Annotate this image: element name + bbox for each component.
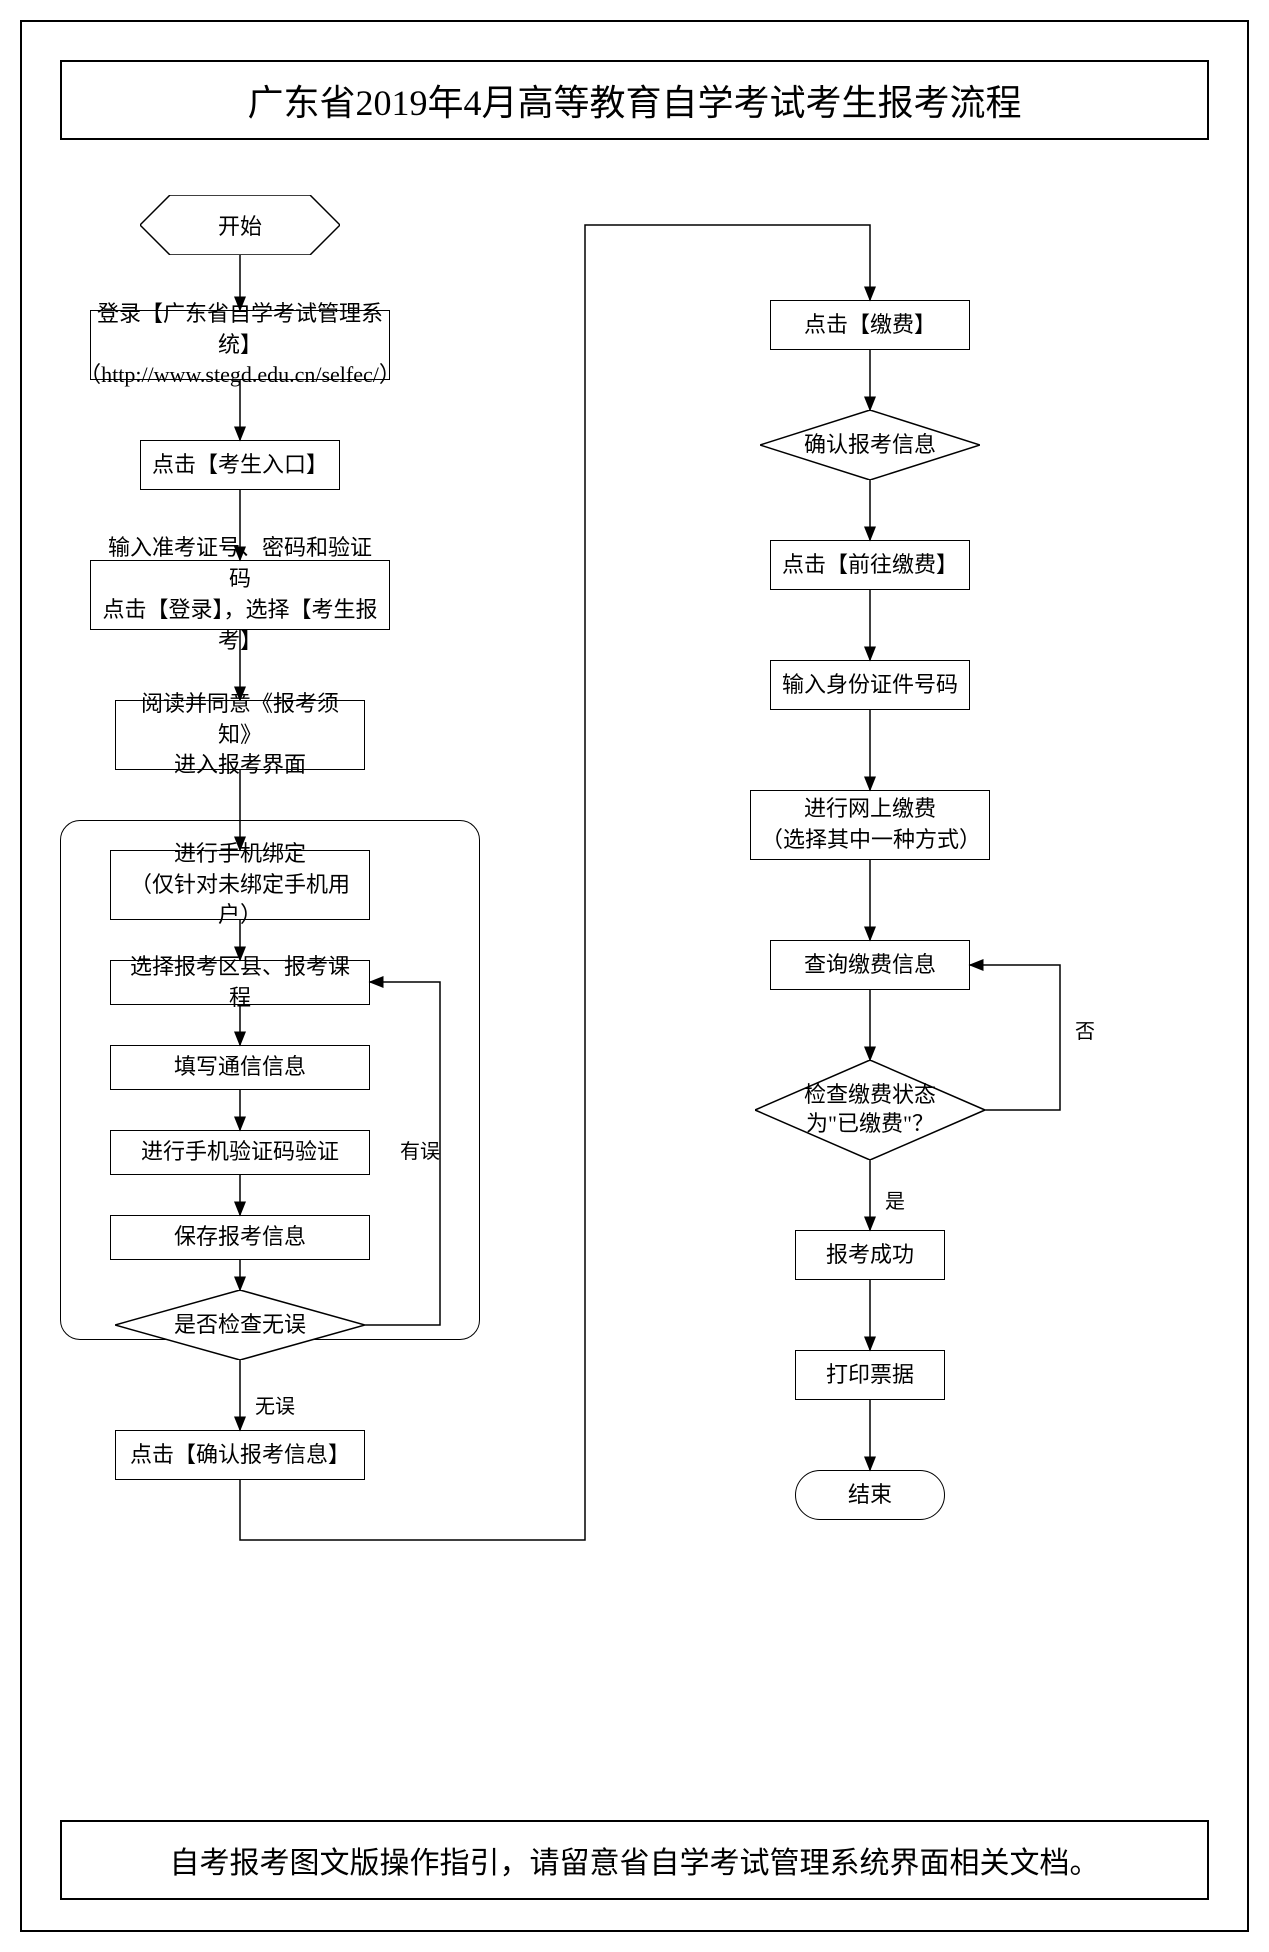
node-fill-contact-label: 填写通信信息 xyxy=(174,1052,306,1083)
node-goto-pay: 点击【前往缴费】 xyxy=(770,540,970,590)
node-print-label: 打印票据 xyxy=(826,1360,914,1391)
node-click-entry: 点击【考生入口】 xyxy=(140,440,340,490)
node-input-id: 输入身份证件号码 xyxy=(770,660,970,710)
node-fill-contact: 填写通信信息 xyxy=(110,1045,370,1090)
node-query-payment: 查询缴费信息 xyxy=(770,940,970,990)
node-confirm-info-label: 点击【确认报考信息】 xyxy=(130,1440,350,1471)
node-save-info: 保存报考信息 xyxy=(110,1215,370,1260)
node-input-id-label: 输入身份证件号码 xyxy=(782,670,958,701)
node-check-correct-label: 是否检查无误 xyxy=(115,1290,365,1360)
edge-label-yes: 是 xyxy=(885,1185,905,1214)
node-click-pay: 点击【缴费】 xyxy=(770,300,970,350)
node-bind-phone: 进行手机绑定（仅针对未绑定手机用户） xyxy=(110,850,370,920)
edge-label-no-error: 无误 xyxy=(255,1390,295,1419)
node-success-label: 报考成功 xyxy=(826,1240,914,1271)
node-input-credentials-label: 输入准考证号、密码和验证码点击【登录】，选择【考生报考】 xyxy=(101,533,379,656)
node-select-courses: 选择报考区县、报考课程 xyxy=(110,960,370,1005)
node-verify-sms-label: 进行手机验证码验证 xyxy=(141,1137,339,1168)
node-online-pay: 进行网上缴费（选择其中一种方式） xyxy=(750,790,990,860)
footer-box: 自考报考图文版操作指引，请留意省自学考试管理系统界面相关文档。 xyxy=(60,1820,1209,1900)
flowchart-page: 广东省2019年4月高等教育自学考试考生报考流程 开始 登录【广东省自学考试管理… xyxy=(0,0,1269,1952)
node-select-courses-label: 选择报考区县、报考课程 xyxy=(121,952,359,1014)
node-success: 报考成功 xyxy=(795,1230,945,1280)
node-confirm-registration-label: 确认报考信息 xyxy=(760,410,980,480)
node-input-credentials: 输入准考证号、密码和验证码点击【登录】，选择【考生报考】 xyxy=(90,560,390,630)
node-check-paid: 检查缴费状态为"已缴费"？ xyxy=(755,1060,985,1160)
node-print: 打印票据 xyxy=(795,1350,945,1400)
node-bind-phone-label: 进行手机绑定（仅针对未绑定手机用户） xyxy=(121,839,359,931)
node-verify-sms: 进行手机验证码验证 xyxy=(110,1130,370,1175)
node-read-notice-label: 阅读并同意《报考须知》进入报考界面 xyxy=(126,689,354,781)
node-check-paid-label: 检查缴费状态为"已缴费"？ xyxy=(755,1060,985,1160)
title-text: 广东省2019年4月高等教育自学考试考生报考流程 xyxy=(247,74,1021,126)
node-end-label: 结束 xyxy=(848,1480,892,1511)
title-box: 广东省2019年4月高等教育自学考试考生报考流程 xyxy=(60,60,1209,140)
node-confirm-info: 点击【确认报考信息】 xyxy=(115,1430,365,1480)
node-click-entry-label: 点击【考生入口】 xyxy=(152,450,328,481)
node-click-pay-label: 点击【缴费】 xyxy=(804,310,936,341)
edge-label-no: 否 xyxy=(1075,1015,1095,1044)
edge-label-has-error: 有误 xyxy=(400,1135,440,1164)
node-check-correct: 是否检查无误 xyxy=(115,1290,365,1360)
node-save-info-label: 保存报考信息 xyxy=(174,1222,306,1253)
footer-text: 自考报考图文版操作指引，请留意省自学考试管理系统界面相关文档。 xyxy=(170,1838,1100,1882)
node-start-label: 开始 xyxy=(140,195,340,255)
node-confirm-registration: 确认报考信息 xyxy=(760,410,980,480)
node-read-notice: 阅读并同意《报考须知》进入报考界面 xyxy=(115,700,365,770)
node-online-pay-label: 进行网上缴费（选择其中一种方式） xyxy=(761,794,979,856)
node-query-payment-label: 查询缴费信息 xyxy=(804,950,936,981)
node-login-system: 登录【广东省自学考试管理系统】（http://www.stegd.edu.cn/… xyxy=(90,310,390,380)
node-start: 开始 xyxy=(140,195,340,255)
node-end: 结束 xyxy=(795,1470,945,1520)
node-goto-pay-label: 点击【前往缴费】 xyxy=(782,550,958,581)
node-login-system-label: 登录【广东省自学考试管理系统】（http://www.stegd.edu.cn/… xyxy=(79,299,401,391)
